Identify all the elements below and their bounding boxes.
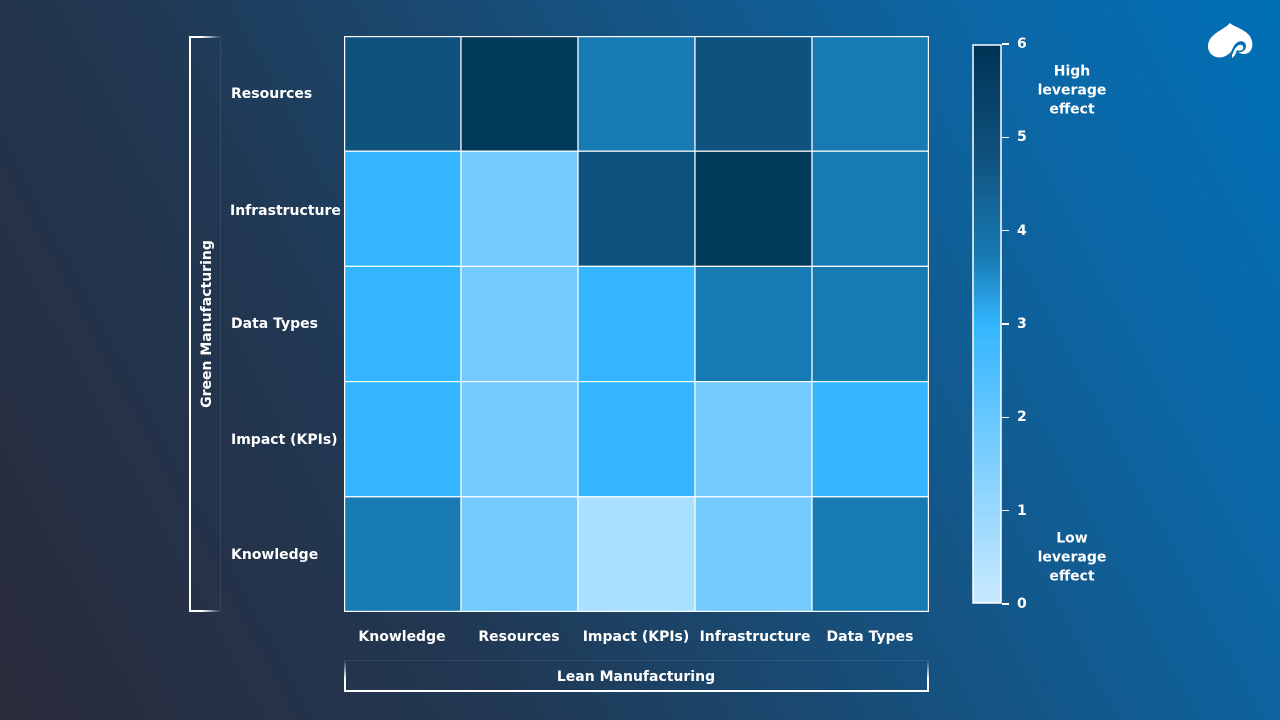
heatmap-cell (460, 265, 579, 383)
colorbar-high-line: effect (1049, 101, 1095, 118)
colorbar-high-label: High leverage effect (1038, 63, 1107, 120)
colorbar-tick-label: 2 (1017, 409, 1027, 426)
y-axis-group-bracket (189, 36, 221, 612)
heatmap-svg (344, 36, 929, 612)
heatmap-cell (577, 36, 696, 152)
heatmap-cell (694, 150, 813, 267)
colorbar-tick (1002, 603, 1009, 605)
colorbar-tick-label: 3 (1017, 316, 1027, 332)
bracket-right-line (220, 36, 221, 612)
heatmap-cell (344, 496, 462, 612)
colorbar-low-line: effect (1049, 568, 1095, 585)
colorbar-tick (1002, 416, 1009, 419)
bracket-bottom-line (189, 610, 221, 612)
heatmap-cell (694, 265, 813, 383)
colorbar-tick (1002, 229, 1009, 232)
y-tick-label: Knowledge (231, 547, 319, 563)
colorbar-tick (1002, 136, 1009, 139)
heatmap-cell (344, 381, 462, 498)
y-axis-title: Green Manufacturing (199, 240, 215, 408)
bracket-bottom-line (344, 690, 929, 692)
x-tick-label: Infrastructure (699, 629, 811, 645)
x-axis-group-bracket (344, 660, 929, 692)
bracket-right-line (927, 660, 929, 692)
colorbar-low-line: Low (1056, 530, 1088, 547)
heatmap-cell (460, 381, 579, 498)
colorbar-low-label: Low leverage effect (1038, 530, 1107, 587)
y-tick-label: Data Types (231, 316, 318, 332)
heatmap-cell (577, 496, 696, 612)
colorbar-tick-label: 1 (1017, 502, 1027, 519)
colorbar-tick (1002, 43, 1009, 45)
colorbar-tick-label: 4 (1017, 222, 1027, 239)
heatmap-cell (344, 150, 462, 267)
colorbar-tick-label: 5 (1017, 129, 1027, 146)
heatmap-cell (577, 150, 696, 267)
x-tick-label: Resources (478, 629, 560, 645)
colorbar-tick (1002, 509, 1009, 512)
heatmap-cell (811, 496, 929, 612)
bracket-left-line (344, 660, 346, 692)
heatmap-grid (344, 36, 929, 612)
colorbar (972, 44, 1002, 604)
heatmap-cell (811, 381, 929, 498)
heatmap-cell (811, 265, 929, 383)
colorbar-tick-label: 0 (1017, 596, 1027, 612)
colorbar-high-line: leverage (1037, 82, 1107, 99)
colorbar-low-line: leverage (1037, 549, 1107, 566)
bracket-top-line (344, 660, 929, 661)
heatmap-cell (577, 381, 696, 498)
bracket-left-line (189, 36, 191, 612)
colorbar-svg (972, 44, 1002, 604)
colorbar-tick-label: 6 (1017, 36, 1027, 52)
heatmap-cell (344, 265, 462, 383)
heatmap-cell (694, 36, 813, 152)
y-tick-label: Impact (KPIs) (231, 432, 338, 448)
heatmap-cell (460, 36, 579, 152)
heatmap-cell (460, 150, 579, 267)
x-tick-label: Data Types (826, 629, 914, 645)
heatmap-cell (460, 496, 579, 612)
heatmap-cell (694, 496, 813, 612)
x-tick-label: Impact (KPIs) (582, 629, 690, 645)
spade-logo-icon (1204, 20, 1256, 62)
colorbar-gradient (972, 44, 1002, 604)
colorbar-high-line: High (1053, 63, 1091, 80)
colorbar-tick (1002, 323, 1009, 325)
heatmap-cell (344, 36, 462, 152)
heatmap-cell (811, 150, 929, 267)
heatmap-cell (694, 381, 813, 498)
x-tick-label: Knowledge (358, 629, 446, 645)
y-tick-label: Infrastructure (230, 203, 341, 219)
bracket-top-line (189, 36, 221, 38)
y-tick-label: Resources (231, 86, 313, 102)
x-axis-title: Lean Manufacturing (556, 669, 716, 685)
spade-logo-svg (1208, 23, 1253, 58)
heatmap-outline (344, 36, 929, 612)
heatmap-cell (577, 265, 696, 383)
heatmap-cell (811, 36, 929, 152)
